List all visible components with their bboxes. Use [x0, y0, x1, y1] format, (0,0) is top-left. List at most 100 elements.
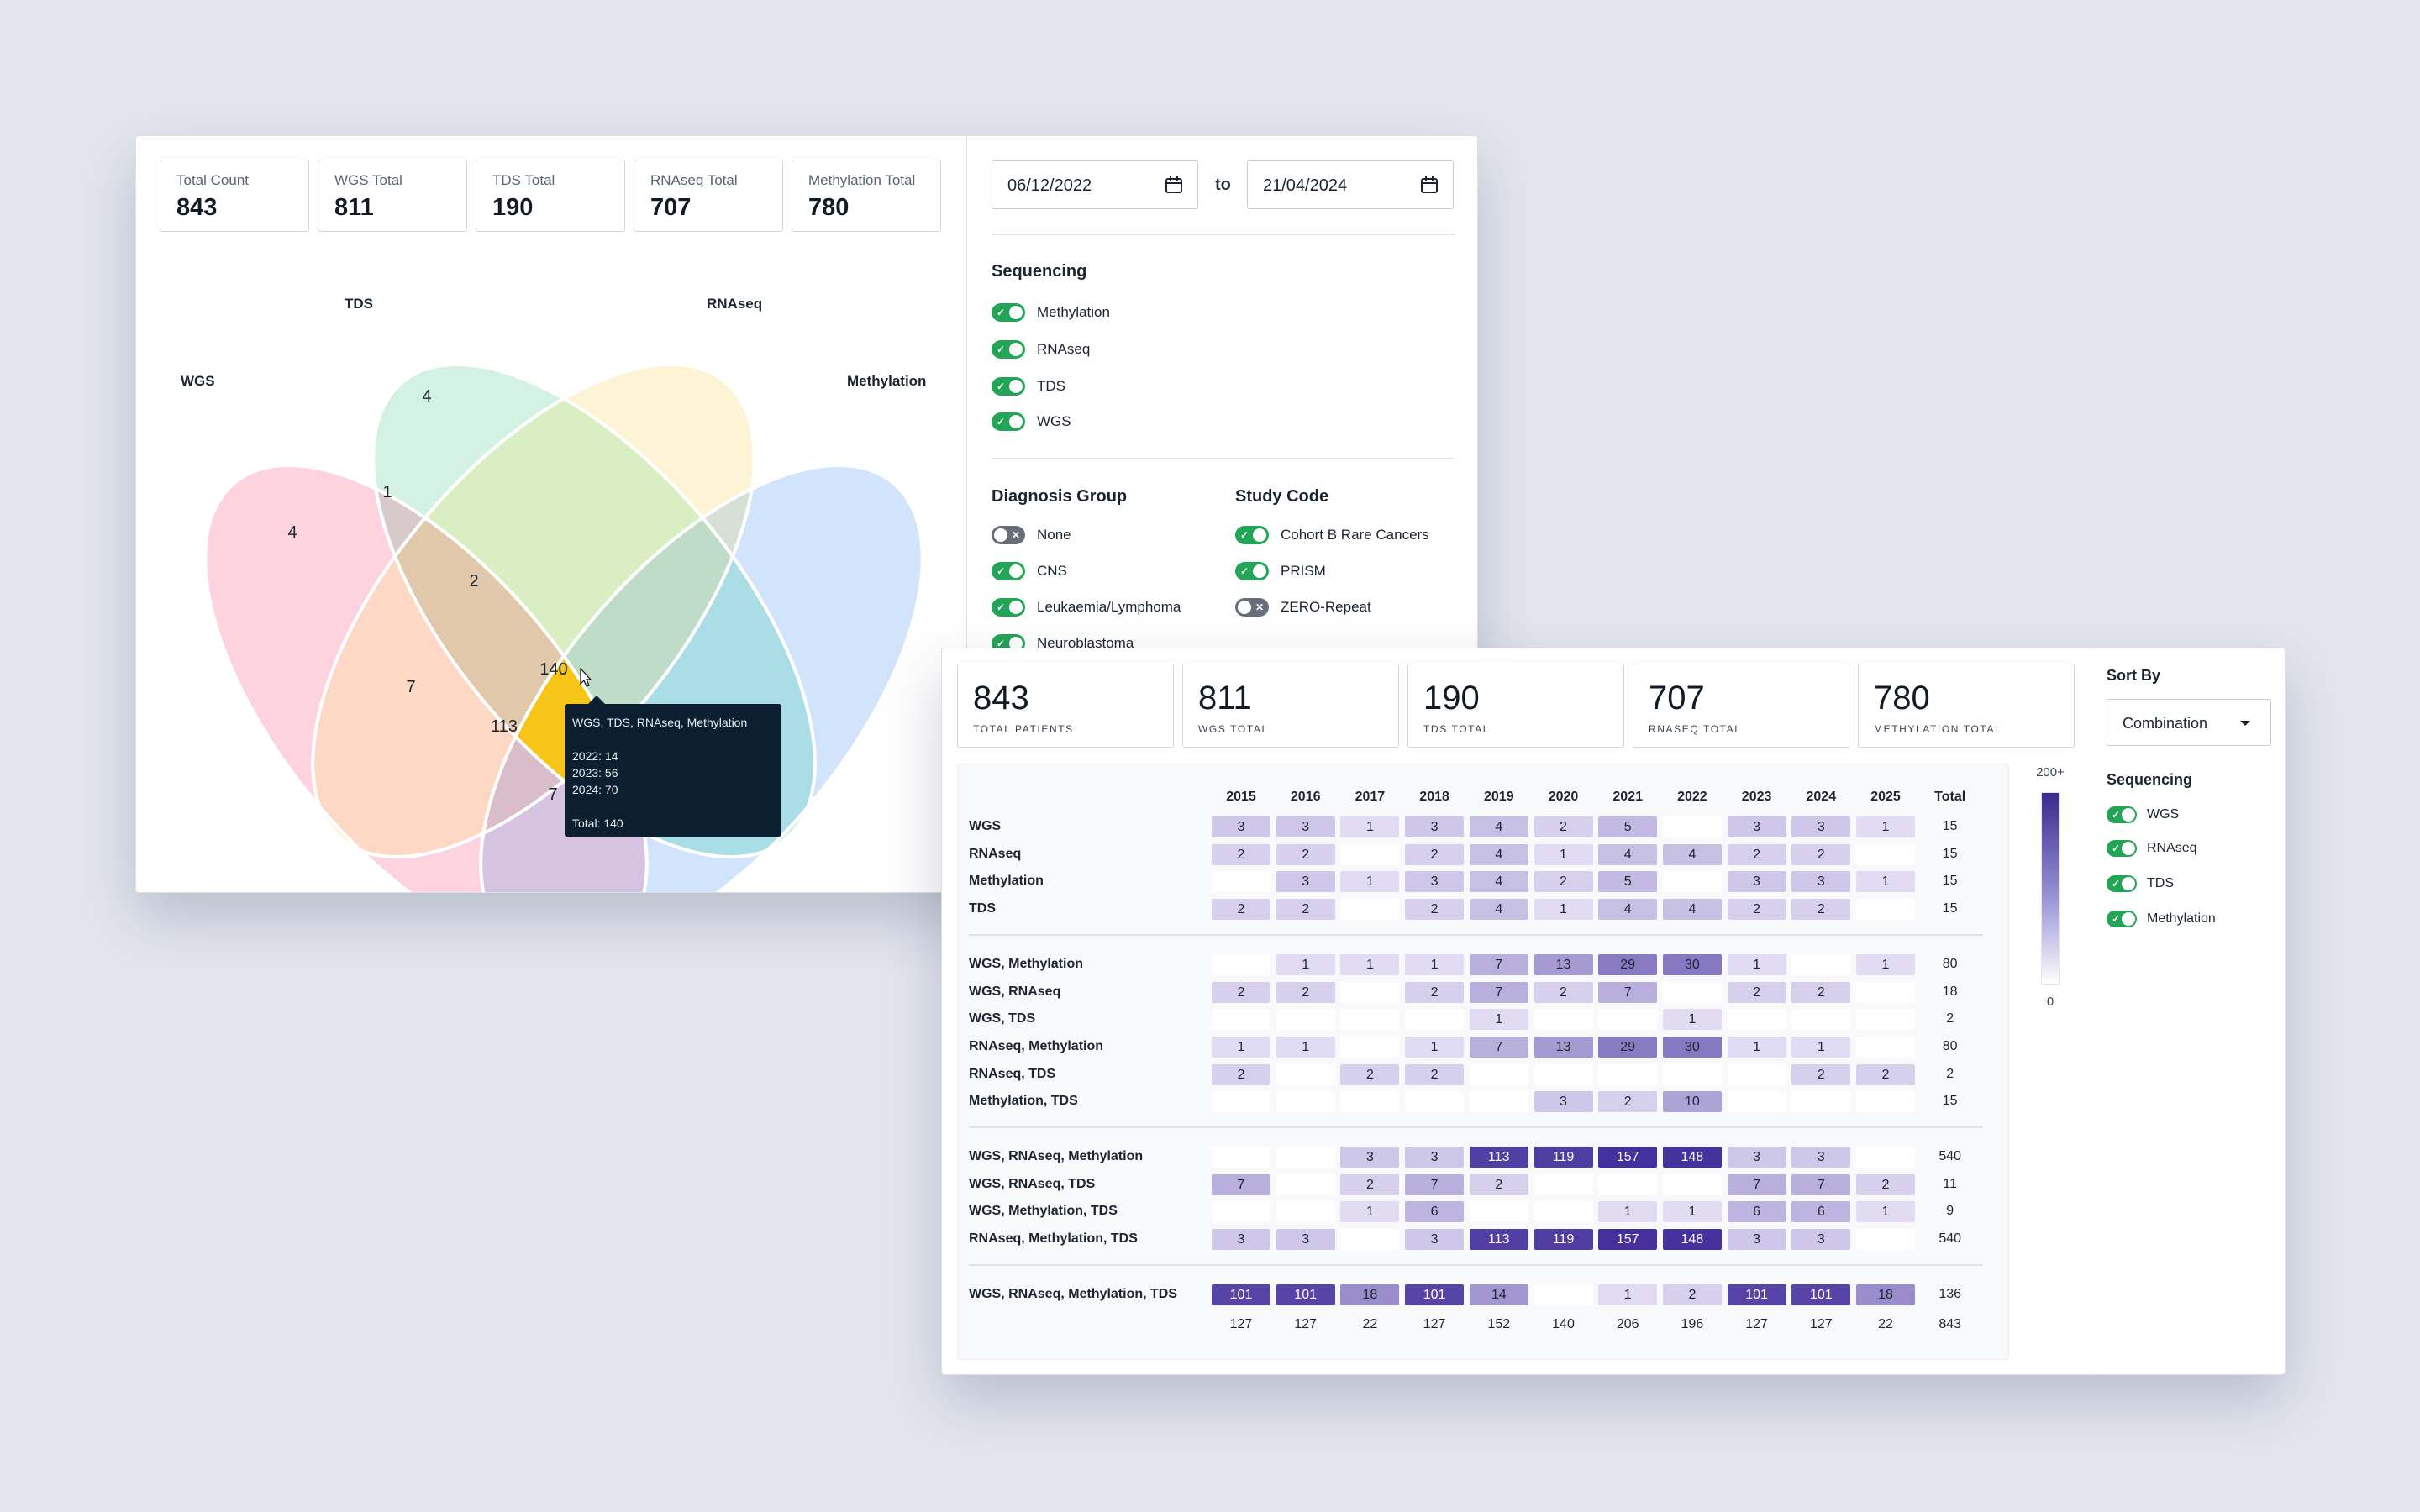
heatmap-cell[interactable] — [1534, 1063, 1593, 1085]
heatmap-cell[interactable]: 3 — [1534, 1091, 1593, 1113]
heatmap-cell[interactable]: 3 — [1791, 1147, 1851, 1168]
heatmap-cell[interactable]: 2 — [1340, 1173, 1400, 1195]
heatmap-cell[interactable]: 3 — [1727, 1229, 1786, 1251]
heatmap-cell[interactable] — [1212, 1009, 1270, 1031]
heatmap-cell[interactable]: 3 — [1727, 871, 1786, 893]
heatmap-cell[interactable] — [1598, 1063, 1658, 1085]
heatmap-cell[interactable]: 2 — [1276, 899, 1335, 921]
heatmap-cell[interactable]: 3 — [1791, 871, 1851, 893]
toggle-diagnosis-none[interactable]: ✕ None — [992, 525, 1071, 545]
heatmap-cell[interactable]: 157 — [1598, 1147, 1658, 1168]
heatmap-cell[interactable] — [1340, 981, 1400, 1003]
toggle-study-zero-repeat[interactable]: ✕ ZERO-Repeat — [1235, 597, 1371, 617]
heatmap-cell[interactable]: 2 — [1856, 1063, 1915, 1085]
heatmap-cell[interactable] — [1534, 1284, 1593, 1305]
heatmap-cell[interactable] — [1598, 1173, 1658, 1195]
heatmap-cell[interactable]: 1 — [1534, 899, 1593, 921]
heatmap-cell[interactable] — [1662, 1173, 1722, 1195]
heatmap-cell[interactable]: 7 — [1727, 1173, 1786, 1195]
heatmap-cell[interactable]: 5 — [1598, 871, 1658, 893]
heatmap-cell[interactable]: 10 — [1662, 1091, 1722, 1113]
heatmap-cell[interactable] — [1727, 1063, 1786, 1085]
heatmap-cell[interactable] — [1212, 871, 1270, 893]
heatmap-cell[interactable]: 148 — [1662, 1147, 1722, 1168]
heatmap-cell[interactable]: 7 — [1405, 1173, 1465, 1195]
heatmap-cell[interactable] — [1340, 899, 1400, 921]
toggle-switch[interactable]: ✓ — [992, 303, 1025, 322]
heatmap-cell[interactable]: 2 — [1405, 981, 1465, 1003]
heatmap-cell[interactable]: 101 — [1791, 1284, 1851, 1305]
heatmap-cell[interactable] — [1727, 1009, 1786, 1031]
heatmap-cell[interactable]: 3 — [1727, 1147, 1786, 1168]
heatmap-cell[interactable]: 2 — [1534, 981, 1593, 1003]
heatmap-cell[interactable]: 1 — [1276, 1036, 1335, 1058]
heatmap-cell[interactable]: 2 — [1212, 981, 1270, 1003]
heatmap-cell[interactable]: 13 — [1534, 953, 1593, 975]
heatmap-cell[interactable]: 1 — [1340, 1201, 1400, 1223]
toggle-methylation[interactable]: ✓ Methylation — [992, 302, 1110, 323]
heatmap-cell[interactable] — [1212, 1147, 1270, 1168]
heatmap-cell[interactable] — [1340, 1091, 1400, 1113]
toggle-switch[interactable]: ✓ — [2107, 840, 2137, 857]
toggle-switch[interactable]: ✓ — [1235, 562, 1269, 580]
heatmap-cell[interactable] — [1276, 1063, 1335, 1085]
heatmap-cell[interactable] — [1405, 1091, 1465, 1113]
heatmap-cell[interactable]: 1 — [1276, 953, 1335, 975]
heatmap-cell[interactable] — [1856, 981, 1915, 1003]
heatmap-cell[interactable]: 2 — [1791, 981, 1851, 1003]
heatmap-cell[interactable] — [1662, 816, 1722, 837]
heatmap-cell[interactable]: 3 — [1405, 816, 1465, 837]
heatmap-cell[interactable]: 113 — [1469, 1229, 1528, 1251]
heatmap-cell[interactable] — [1469, 1091, 1528, 1113]
heatmap-cell[interactable]: 1 — [1727, 1036, 1786, 1058]
heatmap-cell[interactable]: 2 — [1276, 981, 1335, 1003]
heatmap-cell[interactable] — [1340, 1229, 1400, 1251]
heatmap-cell[interactable]: 2 — [1340, 1063, 1400, 1085]
heatmap-cell[interactable]: 3 — [1276, 816, 1335, 837]
heatmap-cell[interactable]: 29 — [1598, 953, 1658, 975]
heatmap-cell[interactable]: 2 — [1405, 1063, 1465, 1085]
heatmap-cell[interactable] — [1276, 1201, 1335, 1223]
heatmap-cell[interactable]: 3 — [1791, 816, 1851, 837]
heatmap-cell[interactable]: 101 — [1727, 1284, 1786, 1305]
heatmap-cell[interactable]: 1 — [1340, 871, 1400, 893]
heatmap-cell[interactable]: 30 — [1662, 953, 1722, 975]
heatmap-cell[interactable]: 3 — [1276, 1229, 1335, 1251]
heatmap-cell[interactable]: 7 — [1598, 981, 1658, 1003]
heatmap-cell[interactable]: 1 — [1534, 843, 1593, 865]
heatmap-cell[interactable]: 2 — [1856, 1173, 1915, 1195]
heatmap-cell[interactable] — [1856, 1091, 1915, 1113]
heatmap-cell[interactable] — [1856, 1036, 1915, 1058]
heatmap-cell[interactable]: 30 — [1662, 1036, 1722, 1058]
date-from-input[interactable]: 06/12/2022 — [992, 160, 1198, 209]
heatmap-cell[interactable]: 3 — [1212, 816, 1270, 837]
heatmap-cell[interactable] — [1727, 1091, 1786, 1113]
heatmap-cell[interactable]: 4 — [1469, 843, 1528, 865]
heatmap-cell[interactable]: 3 — [1212, 1229, 1270, 1251]
heatmap-cell[interactable]: 1 — [1856, 871, 1915, 893]
heatmap-cell[interactable]: 119 — [1534, 1229, 1593, 1251]
toggle-study-prism[interactable]: ✓ PRISM — [1235, 561, 1326, 581]
heatmap-cell[interactable] — [1534, 1173, 1593, 1195]
heatmap-cell[interactable] — [1340, 843, 1400, 865]
toggle-switch[interactable]: ✕ — [1235, 598, 1269, 617]
calendar-icon[interactable] — [1164, 175, 1184, 195]
heatmap-cell[interactable]: 119 — [1534, 1147, 1593, 1168]
heatmap-cell[interactable]: 2 — [1212, 1063, 1270, 1085]
heatmap-cell[interactable]: 29 — [1598, 1036, 1658, 1058]
heatmap-cell[interactable]: 3 — [1405, 1147, 1465, 1168]
heatmap-cell[interactable]: 7 — [1469, 1036, 1528, 1058]
heatmap-cell[interactable]: 1 — [1791, 1036, 1851, 1058]
heatmap-cell[interactable]: 2 — [1534, 816, 1593, 837]
heatmap-cell[interactable]: 2 — [1727, 899, 1786, 921]
heatmap-cell[interactable] — [1662, 981, 1722, 1003]
heatmap-cell[interactable] — [1662, 1063, 1722, 1085]
heatmap-cell[interactable]: 1 — [1405, 1036, 1465, 1058]
heatmap-cell[interactable]: 1 — [1598, 1284, 1658, 1305]
heatmap-cell[interactable] — [1856, 1229, 1915, 1251]
heatmap-cell[interactable] — [1212, 953, 1270, 975]
toggle-tds[interactable]: ✓ TDS — [992, 376, 1065, 396]
toggle-diagnosis-neuroblastoma[interactable]: ✓ Neuroblastoma — [992, 633, 1134, 654]
heatmap-cell[interactable] — [1469, 1201, 1528, 1223]
heatmap-cell[interactable]: 148 — [1662, 1229, 1722, 1251]
